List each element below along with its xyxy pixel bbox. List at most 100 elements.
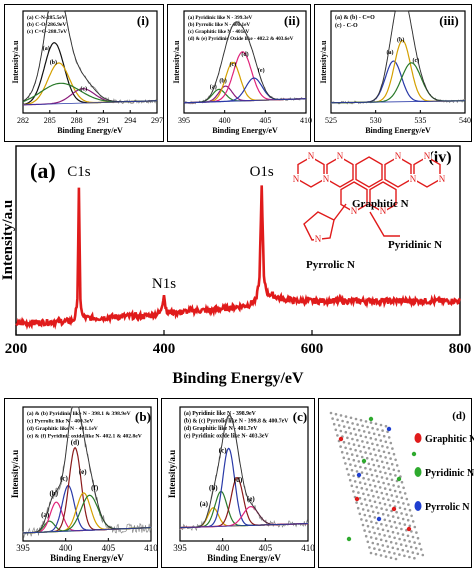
molecule-ring: [384, 156, 412, 188]
lattice-atom: [388, 550, 391, 554]
plot-frame: [22, 406, 152, 542]
lattice-atom: [389, 441, 393, 445]
inset-panel-iii: 525 530 535 540 Binding Energy/eV Intensity/a…: [314, 4, 472, 142]
molecule-ring: [297, 156, 325, 188]
pyridinic-n-label: Pyridinic N: [388, 239, 442, 251]
lattice-atom: [398, 537, 401, 541]
lattice-atom: [369, 536, 373, 539]
lattice-atom: [363, 482, 367, 486]
lattice-atom: [386, 545, 390, 548]
lattice-atom: [402, 486, 405, 490]
nitrogen-atom: N: [323, 174, 330, 184]
lattice-atom: [400, 512, 403, 515]
lattice-atom: [344, 415, 348, 418]
lattice-atom: [408, 555, 411, 559]
dopant-atom: [406, 526, 412, 532]
lattice-atom: [380, 460, 384, 464]
lattice-atom: [374, 469, 377, 472]
lattice-atom: [370, 520, 373, 524]
lattice-atom: [342, 425, 346, 428]
lattice-atom: [368, 499, 372, 502]
lattice-atom: [368, 483, 372, 487]
lattice-atom: [413, 525, 417, 529]
x-tick-label: 405: [259, 116, 271, 125]
lattice-atom: [416, 536, 420, 540]
lattice-atom: [406, 550, 410, 553]
dopant-atom: [361, 458, 367, 464]
x-tick-label: 530: [370, 116, 382, 125]
lattice-atom: [354, 417, 358, 421]
lattice-atom: [361, 440, 364, 443]
lattice-atom: [394, 474, 397, 477]
lattice-atom: [383, 487, 387, 490]
lattice-atom: [380, 522, 383, 526]
lattice-atom: [359, 434, 363, 438]
lattice-atom: [361, 508, 365, 511]
lattice-atom: [352, 474, 355, 478]
molecule-bond: [369, 211, 400, 237]
x-tick-label: 410: [144, 543, 158, 553]
survey-spectrum-line: [15, 185, 461, 331]
lattice-atom: [339, 429, 343, 433]
x-tick-label: 288: [71, 116, 83, 125]
lattice-atom: [400, 496, 404, 500]
lattice-atom: [367, 493, 370, 497]
lattice-atom: [414, 546, 418, 550]
lattice-atom: [371, 541, 375, 545]
chart-iii: 525 530 535 540 Binding Energy/eV Intensity/a…: [319, 10, 471, 135]
component-label: (b): [219, 77, 226, 84]
chart-main: 200 400 600 800 Binding Energy/eV Intensity/a…: [0, 145, 471, 387]
lattice-atom: [366, 425, 369, 429]
lattice-atom: [403, 492, 407, 495]
lattice-atom: [373, 531, 376, 535]
lattice-atom: [398, 522, 402, 525]
lattice-atom: [358, 512, 362, 516]
x-tick-label: 400: [216, 543, 230, 553]
lattice-atom: [418, 542, 421, 546]
x-tick-label: 600: [301, 341, 324, 357]
lattice-atom: [352, 458, 356, 462]
component-label: (d): [241, 51, 248, 58]
lattice-atom: [389, 472, 392, 476]
plot-frame: [179, 406, 309, 542]
lattice-atom: [393, 489, 397, 493]
lattice-atom: [349, 447, 352, 451]
lattice-atom: [393, 536, 396, 540]
lattice-atom: [357, 444, 361, 448]
lattice-atom: [355, 501, 358, 504]
lattice-atom: [384, 456, 387, 459]
lattice-atom: [372, 494, 375, 498]
lattice-atom: [371, 442, 374, 446]
lattice-atom: [350, 453, 354, 456]
lattice-atom: [405, 513, 408, 516]
legend-entry: (a) C-N-285.5eV: [27, 14, 66, 21]
y-axis-label: Intensity/a.u: [319, 40, 328, 83]
lattice-atom: [352, 427, 356, 431]
atom-background: [394, 151, 402, 160]
x-tick-label: 405: [102, 543, 116, 553]
lattice-atom: [372, 448, 376, 451]
lattice-atom: [379, 470, 382, 474]
lattice-atom: [375, 521, 378, 525]
lattice-atom: [365, 488, 369, 491]
lattice-atom: [362, 430, 366, 433]
dopant-atom: [391, 506, 397, 512]
lattice-atom: [421, 553, 425, 557]
lattice-atom: [399, 543, 403, 546]
panel-label: (ii): [284, 13, 300, 28]
lattice-atom: [383, 518, 387, 522]
atom-background: [379, 206, 387, 215]
component-label: (d): [234, 476, 243, 484]
lattice-atom: [410, 514, 413, 518]
lattice-atom: [384, 539, 388, 543]
lattice-atom: [383, 549, 386, 553]
lattice-atom: [356, 506, 360, 510]
inset-panel-i: 282 285 288 291 294 297 Binding Energy/eV Inten…: [4, 4, 164, 142]
lattice-atom: [360, 455, 364, 459]
panel-label: (iii): [439, 13, 459, 28]
legend-swatch: [414, 433, 422, 443]
legend-entry: (a) & (b) Pyridinic like N - 398.1 & 398…: [27, 410, 131, 417]
lattice-atom: [386, 529, 390, 533]
lattice-atom: [342, 440, 346, 444]
lattice-atom: [389, 457, 392, 460]
